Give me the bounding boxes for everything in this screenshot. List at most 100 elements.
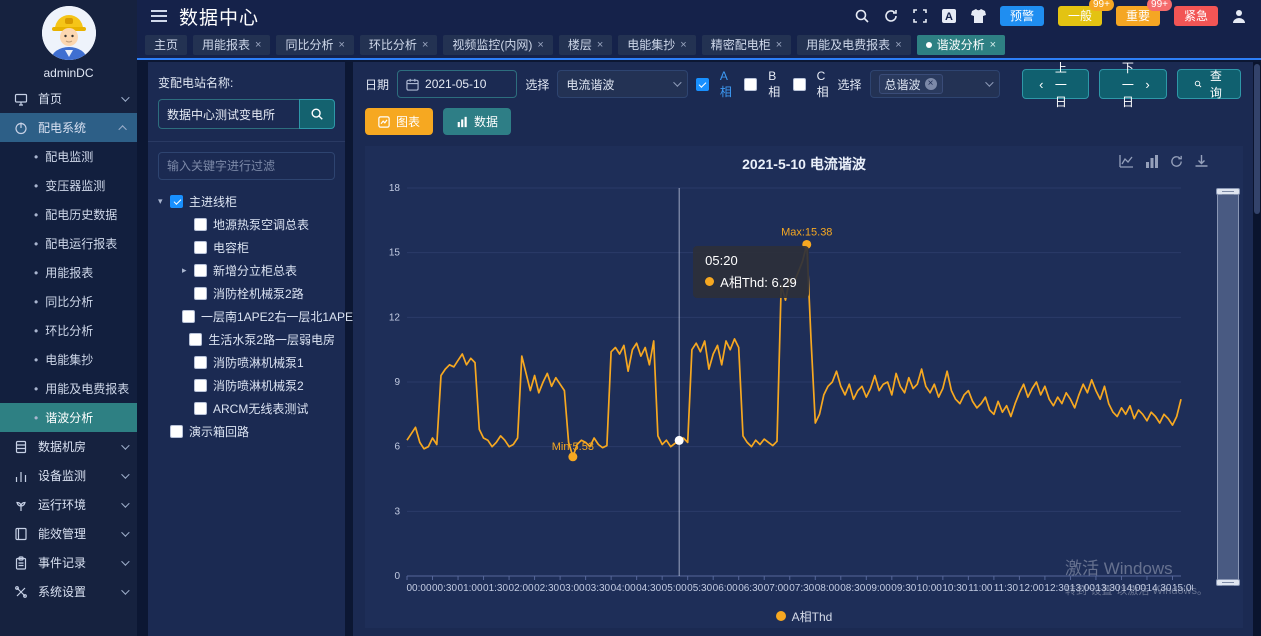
sidebar-item-首页[interactable]: 首页 [0, 84, 137, 113]
sidebar-item-设备监测[interactable]: 设备监测 [0, 461, 137, 490]
tree-checkbox[interactable] [189, 333, 203, 346]
tab-同比分析[interactable]: 同比分析 × [276, 35, 354, 55]
line-chart[interactable]: 0 3 6 9 12 15 18 00:00 00:30 01:00 01:30 02:00 02:30… [371, 176, 1193, 612]
tree-checkbox[interactable] [194, 218, 207, 231]
tree-item-消防喷淋机械泵1[interactable]: 消防喷淋机械泵1 [158, 351, 335, 374]
station-search-button[interactable] [299, 99, 335, 129]
tab-谐波分析[interactable]: 谐波分析 × [916, 35, 1006, 55]
sidebar-item-事件记录[interactable]: 事件记录 [0, 548, 137, 577]
refresh-icon[interactable] [883, 8, 899, 24]
alarm-button-一般[interactable]: 一般 99+ [1057, 0, 1114, 26]
tree-item-新增分立柜总表[interactable]: ▸ 新增分立柜总表 [158, 259, 335, 282]
scrollbar-thumb[interactable] [1254, 64, 1260, 214]
station-input[interactable] [158, 99, 299, 129]
next-day-button[interactable]: 下一日 › [1099, 61, 1167, 109]
tree-item-生活水泵2路一层弱电房[interactable]: 生活水泵2路一层弱电房 [158, 328, 335, 351]
sidebar-item-数据机房[interactable]: 数据机房 [0, 432, 137, 461]
checkbox-icon[interactable] [695, 77, 709, 91]
checkbox-icon[interactable] [744, 77, 758, 91]
sidebar-subitem-用能报表[interactable]: • 用能报表 [0, 258, 137, 287]
toolbox-download-icon[interactable] [1194, 154, 1209, 169]
sidebar-subitem-环比分析[interactable]: • 环比分析 [0, 316, 137, 345]
query-button[interactable]: 查询 [1176, 69, 1241, 100]
legend-item-A相Thd[interactable]: A相Thd [775, 606, 832, 626]
sidebar-subitem-同比分析[interactable]: • 同比分析 [0, 287, 137, 316]
tab-主页[interactable]: 主页 [145, 35, 188, 55]
chart-view-button[interactable]: 图表 [365, 108, 434, 135]
harmonic-type-select[interactable]: 电流谐波 [557, 70, 688, 98]
datazoom-slider[interactable] [1216, 188, 1240, 586]
checkbox-icon[interactable] [792, 77, 806, 91]
fullscreen-icon[interactable] [912, 8, 928, 24]
user-icon[interactable] [1231, 8, 1247, 24]
tab-close-icon[interactable]: × [421, 39, 429, 51]
prev-day-button[interactable]: ‹ 上一日 [1022, 61, 1090, 109]
sidebar-item-运行环境[interactable]: 运行环境 [0, 490, 137, 519]
tree-checkbox[interactable] [194, 356, 207, 369]
sidebar-item-系统设置[interactable]: 系统设置 [0, 577, 137, 606]
sidebar-subitem-用能及电费报表[interactable]: • 用能及电费报表 [0, 374, 137, 403]
tree-checkbox[interactable] [194, 264, 207, 277]
tree-item-电容柜[interactable]: 电容柜 [158, 236, 335, 259]
phase-checkbox-B相[interactable]: B相 [744, 69, 780, 100]
tab-close-icon[interactable]: × [596, 39, 604, 51]
tree-collapse-icon[interactable]: ▸ [182, 265, 187, 275]
datazoom-top-handle[interactable] [1216, 188, 1240, 195]
tree-item-演示箱回路[interactable]: 演示箱回路 [158, 420, 335, 443]
tree-item-消防喷淋机械泵2[interactable]: 消防喷淋机械泵2 [158, 374, 335, 397]
tree-expand-icon[interactable]: ▾ [158, 196, 163, 206]
toolbox-restore-icon[interactable] [1169, 154, 1184, 169]
tab-close-icon[interactable]: × [895, 39, 902, 51]
sidebar-subitem-谐波分析[interactable]: • 谐波分析 [0, 403, 137, 432]
toolbox-bar-chart-icon[interactable] [1144, 154, 1159, 169]
tree-checkbox[interactable] [194, 402, 207, 415]
tree-checkbox[interactable] [182, 310, 195, 323]
sidebar-subitem-配电运行报表[interactable]: • 配电运行报表 [0, 229, 137, 258]
alarm-button-重要[interactable]: 重要 99+ [1115, 0, 1172, 26]
hamburger-icon[interactable] [151, 7, 167, 25]
tree-filter-input[interactable] [158, 152, 335, 180]
tree-checkbox[interactable] [194, 241, 207, 254]
sidebar-subitem-变压器监测[interactable]: • 变压器监测 [0, 171, 137, 200]
tab-用能及电费报表[interactable]: 用能及电费报表 × [797, 35, 911, 55]
datazoom-bottom-handle[interactable] [1216, 579, 1240, 586]
date-picker[interactable]: 2021-05-10 [397, 70, 518, 98]
toolbox-line-chart-icon[interactable] [1119, 154, 1134, 169]
tree-item-消防栓机械泵2路[interactable]: 消防栓机械泵2路 [158, 282, 335, 305]
page-scrollbar[interactable] [1253, 62, 1261, 636]
tab-close-icon[interactable]: × [338, 39, 345, 51]
tree-item-一层南1APE2右一层北1APE1左[interactable]: 一层南1APE2右一层北1APE1左 [158, 305, 372, 328]
alarm-button-紧急[interactable]: 紧急 [1173, 6, 1218, 26]
sidebar-item-配电系统[interactable]: 配电系统 [0, 113, 137, 142]
phase-checkbox-A相[interactable]: A相 [695, 69, 732, 100]
tab-close-icon[interactable]: × [989, 39, 997, 51]
harmonic-order-select[interactable]: 总谐波 × [869, 70, 1001, 98]
tab-用能报表[interactable]: 用能报表 × [193, 35, 271, 55]
tree-item-ARCM无线表测试[interactable]: ARCM无线表测试 [158, 397, 335, 420]
tab-close-icon[interactable]: × [255, 39, 262, 51]
tab-close-icon[interactable]: × [775, 39, 783, 51]
tab-环比分析[interactable]: 环比分析 × [359, 35, 438, 55]
sidebar-subitem-配电历史数据[interactable]: • 配电历史数据 [0, 200, 137, 229]
tab-精密配电柜[interactable]: 精密配电柜 × [701, 35, 792, 55]
sidebar-item-能效管理[interactable]: 能效管理 [0, 519, 137, 548]
tab-视频监控(内网)[interactable]: 视频监控(内网) × [443, 35, 553, 55]
theme-shirt-icon[interactable] [970, 8, 987, 24]
tag-close-icon[interactable]: × [924, 78, 937, 90]
data-view-button[interactable]: 数据 [443, 108, 512, 135]
alarm-button-预警[interactable]: 预警 [999, 6, 1044, 26]
tab-楼层[interactable]: 楼层 × [558, 35, 613, 55]
tree-checkbox[interactable] [194, 287, 207, 300]
avatar[interactable] [41, 6, 96, 60]
tree-checkbox[interactable] [170, 425, 183, 438]
tree-checkbox[interactable] [194, 379, 207, 392]
tab-close-icon[interactable]: × [680, 39, 687, 51]
sidebar-subitem-电能集抄[interactable]: • 电能集抄 [0, 345, 137, 374]
tree-checkbox[interactable] [170, 195, 183, 208]
phase-checkbox-C相[interactable]: C相 [792, 69, 830, 100]
tab-电能集抄[interactable]: 电能集抄 × [618, 35, 696, 55]
tab-close-icon[interactable]: × [537, 39, 544, 51]
translate-icon[interactable]: A [941, 8, 957, 24]
sidebar-subitem-配电监测[interactable]: • 配电监测 [0, 142, 137, 171]
tree-item-主进线柜[interactable]: ▾ 主进线柜 [158, 190, 335, 213]
